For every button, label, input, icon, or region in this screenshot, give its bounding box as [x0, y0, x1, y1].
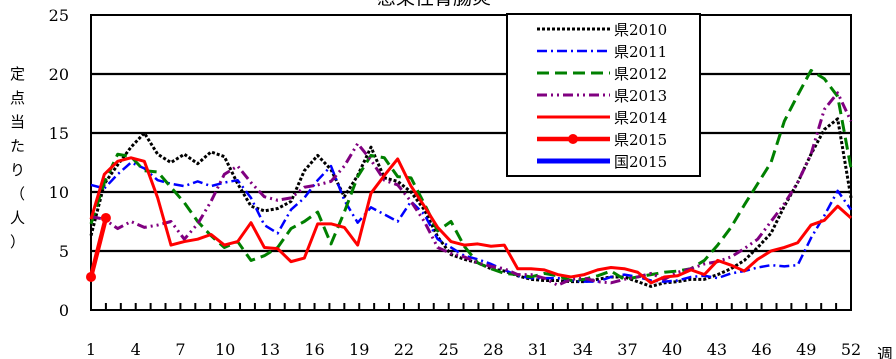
y-axis-label-char: 人	[10, 209, 26, 227]
x-tick-label: 22	[394, 340, 414, 359]
legend: 県2010 県2011 県2012 県2013 県2014 県2015 国2015	[506, 13, 701, 177]
x-tick-label: 13	[260, 340, 280, 359]
x-tick-label: 49	[796, 340, 816, 359]
x-axis-label: 週	[877, 345, 893, 359]
legend-label-県2014: 県2014	[614, 109, 667, 127]
legend-marker-県2015	[568, 134, 578, 144]
legend-label-県2010: 県2010	[614, 21, 667, 39]
series-line-県2011	[90, 161, 853, 283]
data-point-県2015	[100, 212, 111, 223]
x-tick-label: 52	[841, 340, 861, 359]
x-tick-label: 31	[528, 340, 548, 359]
y-axis-label-char: 当	[10, 113, 26, 131]
y-tick-label: 15	[49, 124, 69, 143]
y-tick-label: 20	[49, 65, 69, 84]
x-tick-label: 37	[617, 340, 637, 359]
x-tick-label: 19	[349, 340, 369, 359]
x-tick-label: 16	[304, 340, 324, 359]
y-axis-label-char: り	[10, 161, 26, 179]
y-axis-label-char: 定	[10, 65, 26, 83]
y-axis-label-char: た	[10, 137, 26, 155]
x-tick-label: 1	[86, 340, 96, 359]
series-line-県2015	[88, 217, 109, 278]
y-tick-label: 5	[59, 242, 69, 261]
series-line-県2013	[90, 91, 853, 287]
axes: 0 5 10 15 20 25 1 4 7 10 13 16 19 22 25 28 31 34 37 40 43 46 4…	[49, 6, 862, 359]
series-line-県2014	[89, 156, 852, 285]
legend-label-県2015: 県2015	[614, 131, 667, 149]
series-line-県2012	[89, 68, 853, 282]
data-point-県2015	[86, 271, 96, 282]
y-tick-label: 10	[49, 183, 69, 202]
x-tick-label: 10	[215, 340, 235, 359]
x-tick-label: 4	[131, 340, 141, 359]
x-tick-label: 40	[662, 340, 682, 359]
y-tick-label: 25	[49, 6, 69, 25]
chart-title: 感染性胃腸炎	[377, 0, 491, 9]
x-tick-label: 46	[751, 340, 771, 359]
x-tick-label: 25	[438, 340, 458, 359]
legend-label-県2011: 県2011	[614, 43, 667, 61]
gridlines	[91, 72, 851, 253]
series-line-県2010	[89, 117, 853, 288]
x-tick-label: 7	[175, 340, 185, 359]
legend-label-県2012: 県2012	[614, 65, 667, 83]
x-tick-label: 43	[707, 340, 727, 359]
y-axis-label-char: 点	[10, 89, 26, 107]
y-axis-label-char: ）	[10, 233, 26, 251]
legend-label-県2013: 県2013	[614, 87, 667, 105]
series-layer	[86, 68, 853, 288]
y-tick-label: 0	[59, 301, 69, 320]
legend-label-国2015: 国2015	[614, 153, 667, 171]
x-tick-label: 34	[573, 340, 593, 359]
x-tick-label: 28	[483, 340, 503, 359]
y-axis-label-char: （	[10, 185, 26, 203]
